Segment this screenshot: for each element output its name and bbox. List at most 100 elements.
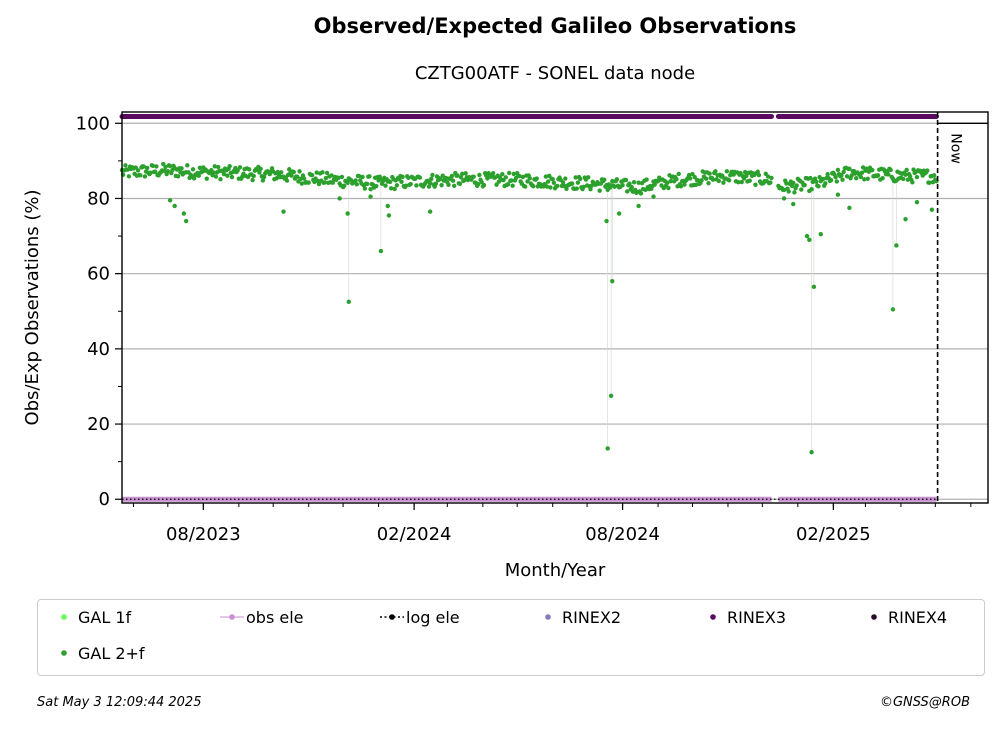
gal-2f-outlier [807, 237, 812, 243]
legend-item-rinex4: RINEX4 [862, 607, 947, 627]
gal-2f-point [126, 174, 132, 179]
now-label: Now [948, 133, 964, 164]
gal-2f-outlier [610, 278, 615, 284]
gal-2f-point [736, 179, 741, 185]
gal-2f-point [931, 173, 937, 178]
gal-2f-point [505, 182, 511, 187]
gal-2f-point [309, 172, 315, 178]
gal-2f-point [167, 163, 173, 169]
gal-2f-point [638, 191, 644, 196]
gal-2f-outlier [616, 211, 622, 216]
legend-swatch [710, 614, 716, 620]
gal-2f-point [808, 175, 813, 181]
x-tick-label: 08/2023 [166, 524, 241, 545]
gal-2f-point [314, 170, 319, 175]
gal-2f-point [668, 178, 673, 184]
gal-2f-outlier [167, 198, 173, 203]
gal-2f-point [163, 164, 168, 170]
gal-2f-point [368, 186, 373, 192]
gal-2f-point [581, 184, 586, 190]
gal-2f-point [547, 173, 552, 178]
legend-swatch-dot [61, 614, 67, 620]
gal-2f-point [710, 177, 716, 182]
gal-2f-point [427, 180, 433, 186]
gal-2f-point [429, 176, 434, 182]
gal-2f-point [765, 174, 771, 179]
gal-2f-point [835, 167, 841, 173]
gal-2f-outlier [651, 194, 656, 199]
x-tick-label: 02/2025 [796, 524, 871, 545]
gal-2f-point [870, 167, 875, 173]
gal-2f-outlier [890, 307, 896, 312]
gal-2f-point [324, 170, 330, 176]
gal-2f-point [336, 175, 341, 181]
gal-2f-point [295, 174, 300, 179]
rinex-bands [119, 114, 939, 502]
gal-2f-point [185, 163, 190, 168]
gal-2f-point [841, 169, 846, 175]
gal-2f-point [551, 180, 557, 186]
gal-2f-point [699, 178, 704, 183]
gal-2f-point [374, 183, 379, 189]
gal-2f-point [154, 164, 159, 169]
gal-2f-point [614, 177, 620, 182]
gal-2f-point [153, 169, 158, 174]
gal-2f-point [588, 187, 593, 192]
copyright-credit: ©GNSS@ROB [879, 695, 970, 710]
gal-2f-point [356, 173, 362, 179]
gal-2f-point [527, 176, 532, 181]
gal-2f-point [545, 179, 551, 184]
gal-2f-point [833, 174, 838, 180]
gal-2f-point [794, 183, 799, 188]
gal-2f-point [481, 182, 487, 188]
y-tick-label: 20 [87, 414, 110, 435]
gal-2f-point [145, 165, 150, 171]
gal-2f-point [686, 172, 692, 178]
gal-2f-outlier [346, 299, 352, 305]
gal-2f-point [862, 177, 867, 182]
gal-2f-point [298, 176, 303, 182]
gal-2f-point [212, 164, 217, 169]
legend-swatch [545, 614, 551, 620]
gal-2f-point [229, 174, 235, 180]
gal-2f-point [306, 180, 311, 185]
gal-2f-point [574, 186, 579, 191]
gal-2f-point [834, 179, 839, 184]
gal-2f-outlier [804, 233, 810, 239]
gal-2f-point [854, 176, 859, 181]
legend-item-gal-2f: GAL 2+f [52, 643, 145, 663]
chart-subtitle: CZTG00ATF - SONEL data node [414, 63, 696, 84]
gal-2f-point [258, 166, 263, 172]
gal-2f-point [506, 170, 512, 176]
gal-2f-point [665, 180, 670, 185]
legend-item-log-ele: log ele [380, 607, 460, 627]
gal-2f-point [666, 185, 671, 191]
gal-2f-point [141, 164, 146, 169]
gal-2f-point [406, 175, 411, 180]
gal-2f-point [354, 182, 360, 187]
gal-2f-point [753, 182, 758, 187]
gal-2f-point [864, 166, 869, 171]
gal-2f-point [820, 176, 826, 182]
gal-2f-outlier [378, 248, 384, 254]
gal-2f-point [888, 167, 893, 173]
gal-2f-point [165, 168, 171, 174]
gal-2f-point [531, 183, 536, 189]
gal-2f-point [322, 180, 327, 185]
gal-2f-outlier [847, 205, 852, 211]
gal-2f-outlier [385, 203, 390, 209]
gal-2f-point [197, 165, 203, 171]
gal-2f-point [905, 177, 911, 182]
gal-2f-point [451, 183, 457, 189]
gal-2f-outlier [386, 213, 392, 218]
gal-2f-point [316, 181, 322, 187]
gal-2f-point [279, 170, 284, 175]
gal-2f-point [430, 172, 435, 178]
legend-item-gal-1f: GAL 1f [52, 607, 131, 627]
gal-2f-point [443, 175, 449, 181]
gal-2f-point [802, 182, 807, 188]
gal-2f-point [859, 170, 865, 175]
gal-2f-point [564, 186, 569, 192]
legend-label: RINEX2 [562, 607, 622, 627]
gal-2f-point [246, 167, 252, 172]
